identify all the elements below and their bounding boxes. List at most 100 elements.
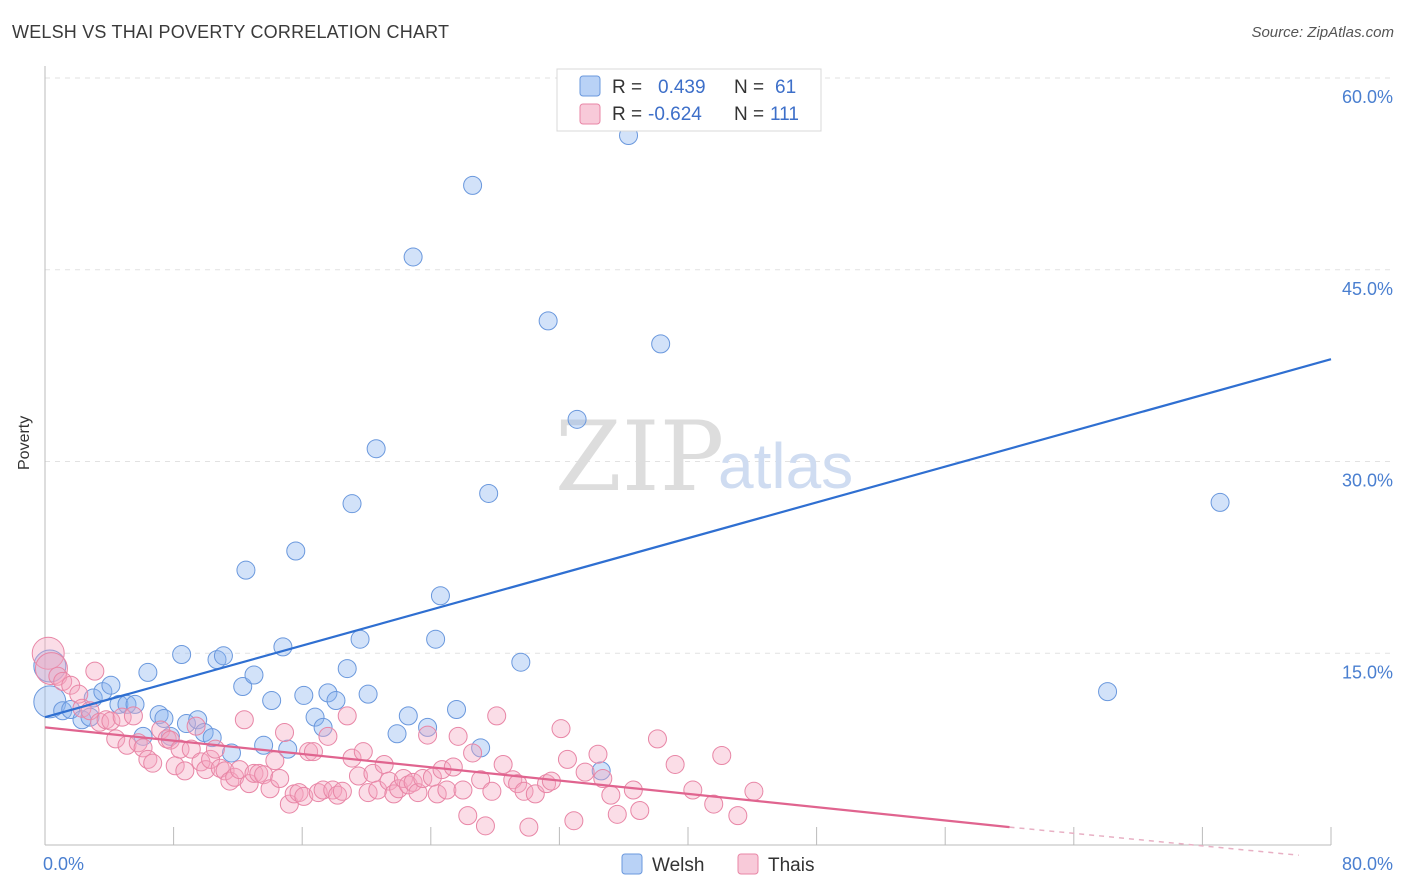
legend-box [556, 68, 822, 132]
point-welsh-13 [138, 662, 158, 682]
point-thais-54 [318, 726, 338, 746]
y-tick-label-2: 45.0% [1342, 279, 1393, 299]
point-thais-60 [348, 766, 368, 786]
point-welsh-42 [366, 439, 386, 459]
point-thais-26 [181, 739, 201, 759]
point-welsh-37 [326, 691, 346, 711]
point-thais-11 [101, 711, 121, 731]
bottom-legend-swatch-thais [737, 853, 759, 875]
tick-labels: 15.0% 30.0% 45.0% 60.0% 0.0% 80.0% [43, 87, 1393, 874]
point-thais-101 [593, 769, 613, 789]
legend-r-label-welsh: R = [612, 77, 642, 98]
point-thais-99 [575, 762, 595, 782]
point-thais-61 [353, 742, 373, 762]
legend-n-value-welsh: 61 [775, 77, 796, 98]
point-welsh-38 [337, 659, 357, 679]
point-welsh-26 [236, 560, 256, 580]
point-thais-105 [630, 800, 650, 820]
point-thais-37 [234, 710, 254, 730]
point-welsh-19 [188, 710, 208, 730]
point-thais-36 [230, 760, 250, 780]
point-thais-109 [704, 794, 724, 814]
point-thais-88 [493, 754, 513, 774]
point-thais-65 [374, 754, 394, 774]
point-welsh-21 [202, 728, 222, 748]
chart-title: WELSH VS THAI POVERTY CORRELATION CHART [12, 22, 450, 42]
point-thais-80 [448, 726, 468, 746]
point-thais-84 [471, 770, 491, 790]
source-label: Source: ZipAtlas.com [1251, 24, 1394, 41]
point-welsh-8 [101, 675, 121, 695]
point-welsh-32 [286, 541, 306, 561]
y-tick-label-0: 15.0% [1342, 662, 1393, 682]
legend-r-value-thais: -0.624 [648, 104, 702, 125]
point-welsh-27 [244, 665, 264, 685]
point-welsh-59 [1098, 682, 1118, 702]
point-thais-100 [588, 744, 608, 764]
point-thais-39 [244, 763, 264, 783]
point-thais-82 [458, 806, 478, 826]
point-thais-85 [475, 816, 495, 836]
point-thais-19 [143, 753, 163, 773]
trend-line-thais-extension [1009, 826, 1299, 856]
point-thais-43 [265, 751, 285, 771]
point-thais-69 [393, 769, 413, 789]
point-thais-49 [294, 786, 314, 806]
point-thais-98 [564, 811, 584, 831]
point-thais-71 [403, 772, 423, 792]
point-thais-78 [437, 780, 457, 800]
point-thais-107 [665, 754, 685, 774]
point-thais-81 [453, 780, 473, 800]
trend-lines [44, 358, 1332, 856]
point-welsh-23 [213, 646, 233, 666]
point-thais-102 [601, 785, 621, 805]
legend-n-value-thais: 111 [770, 104, 799, 125]
point-welsh-15 [154, 708, 174, 728]
point-thais-68 [389, 779, 409, 799]
point-thais-41 [254, 765, 274, 785]
point-welsh-39 [342, 494, 362, 514]
point-thais-32 [210, 758, 230, 778]
point-thais-17 [133, 738, 153, 758]
point-thais-51 [303, 742, 323, 762]
point-thais-104 [623, 780, 643, 800]
point-welsh-24 [221, 743, 241, 763]
legend-n-label-welsh: N = [734, 77, 764, 98]
point-welsh-56 [591, 761, 611, 781]
point-welsh-41 [358, 684, 378, 704]
point-thais-53 [313, 780, 333, 800]
bottom-legend: Welsh Thais [621, 853, 814, 876]
legend-swatch-welsh [579, 75, 601, 97]
point-thais-72 [408, 783, 428, 803]
point-thais-79 [443, 757, 463, 777]
point-thais-5 [69, 684, 89, 704]
legend: R = 0.439 N = 61 R = -0.624 N = 111 [556, 68, 822, 132]
point-welsh-33 [294, 685, 314, 705]
point-thais-57 [332, 781, 352, 801]
x-tick-label-1: 80.0% [1342, 854, 1393, 874]
point-thais-73 [413, 769, 433, 789]
point-welsh-54 [538, 311, 558, 331]
watermark: ZIP atlas [555, 401, 853, 513]
point-thais-66 [379, 771, 399, 791]
y-tick-label-1: 30.0% [1342, 471, 1393, 491]
point-thais-24 [170, 739, 190, 759]
point-thais-90 [508, 774, 528, 794]
point-thais-112 [744, 781, 764, 801]
point-welsh-40 [350, 629, 370, 649]
point-welsh-25 [233, 676, 253, 696]
point-welsh-53 [511, 652, 531, 672]
legend-r-value-welsh: 0.439 [658, 77, 706, 98]
point-thais-27 [186, 716, 206, 736]
point-thais-15 [123, 706, 143, 726]
point-welsh-55 [567, 409, 587, 429]
point-welsh-43 [387, 724, 407, 744]
legend-swatch-thais [579, 103, 601, 125]
point-welsh-50 [463, 175, 483, 195]
point-welsh-46 [418, 717, 438, 737]
y-tick-label-3: 60.0% [1342, 87, 1393, 107]
point-thais-8 [85, 661, 105, 681]
point-welsh-36 [318, 683, 338, 703]
point-welsh-45 [403, 247, 423, 267]
trend-line-welsh [44, 358, 1332, 719]
